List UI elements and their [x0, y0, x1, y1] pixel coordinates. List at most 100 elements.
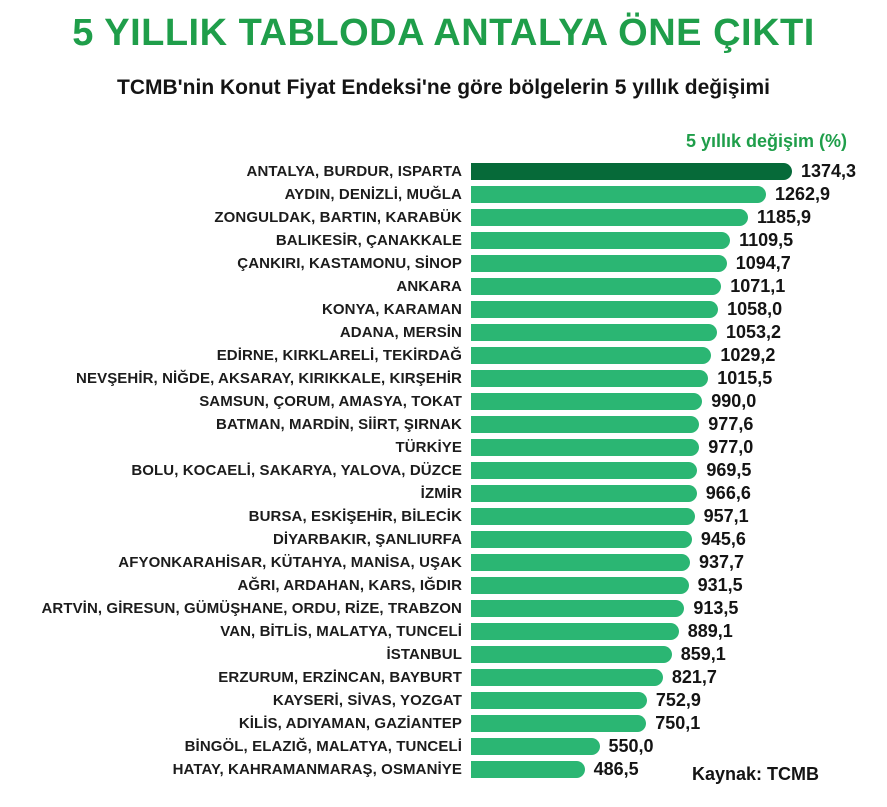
chart-row: NEVŞEHİR, NİĞDE, AKSARAY, KIRIKKALE, KIR…: [0, 367, 887, 390]
value-label: 1374,3: [801, 161, 857, 181]
category-label: TÜRKİYE: [395, 439, 462, 456]
category-label: İZMİR: [420, 485, 462, 502]
source-label: Kaynak: TCMB: [692, 764, 820, 784]
category-label: BİNGÖL, ELAZIĞ, MALATYA, TUNCELİ: [184, 738, 462, 755]
category-label: ARTVİN, GİRESUN, GÜMÜŞHANE, ORDU, RİZE, …: [41, 600, 462, 617]
category-label: KİLİS, ADIYAMAN, GAZİANTEP: [238, 715, 462, 732]
chart-row: VAN, BİTLİS, MALATYA, TUNCELİ 889,1: [0, 620, 887, 643]
chart-row: ZONGULDAK, BARTIN, KARABÜK 1185,9: [0, 206, 887, 229]
value-label: 752,9: [655, 690, 701, 710]
bar: [471, 485, 697, 502]
bar: [471, 508, 695, 525]
chart-row: İSTANBUL 859,1: [0, 643, 887, 666]
category-label: ANTALYA, BURDUR, ISPARTA: [246, 163, 462, 180]
chart: ANTALYA, BURDUR, ISPARTA 1374,3 AYDIN, DEN…: [0, 160, 887, 781]
category-label: KAYSERİ, SİVAS, YOZGAT: [272, 692, 462, 709]
chart-row: KAYSERİ, SİVAS, YOZGAT 752,9: [0, 689, 887, 712]
category-label: AĞRI, ARDAHAN, KARS, IĞDIR: [237, 577, 462, 594]
value-label: 1094,7: [735, 253, 791, 273]
bar: [471, 278, 722, 295]
value-label: 1185,9: [757, 207, 812, 227]
category-label: BURSA, ESKİŞEHİR, BİLECİK: [248, 508, 462, 525]
bar: [471, 669, 663, 686]
value-label: 977,6: [708, 414, 754, 434]
value-label: 931,5: [697, 575, 743, 595]
value-label: 1058,0: [727, 299, 783, 319]
chart-row: BOLU, KOCAELİ, SAKARYA, YALOVA, DÜZCE 969…: [0, 459, 887, 482]
bar: [471, 232, 731, 249]
bar: [471, 531, 692, 548]
chart-row: SAMSUN, ÇORUM, AMASYA, TOKAT 990,0: [0, 390, 887, 413]
bar: [471, 393, 703, 410]
bar: [471, 209, 748, 226]
bar: [471, 301, 719, 318]
category-label: SAMSUN, ÇORUM, AMASYA, TOKAT: [199, 393, 462, 410]
bar: [471, 324, 717, 341]
category-label: ERZURUM, ERZİNCAN, BAYBURT: [218, 669, 462, 686]
value-label: 990,0: [711, 391, 757, 411]
bar: [471, 163, 792, 180]
category-label: ADANA, MERSİN: [339, 324, 462, 341]
category-label: AYDIN, DENİZLİ, MUĞLA: [284, 186, 462, 203]
bar: [471, 761, 585, 778]
value-label: 1071,1: [730, 276, 786, 296]
chart-row: AĞRI, ARDAHAN, KARS, IĞDIR 931,5: [0, 574, 887, 597]
value-label: 913,5: [693, 598, 739, 618]
value-label: 1029,2: [720, 345, 776, 365]
category-label: HATAY, KAHRAMANMARAŞ, OSMANİYE: [172, 761, 462, 778]
value-label: 1109,5: [739, 230, 794, 250]
bar: [471, 462, 698, 479]
value-label: 977,0: [708, 437, 754, 457]
value-label: 1053,2: [726, 322, 782, 342]
chart-row: KİLİS, ADIYAMAN, GAZİANTEP 750,1: [0, 712, 887, 735]
bar: [471, 416, 700, 433]
category-label: KONYA, KARAMAN: [321, 301, 462, 318]
chart-row: BİNGÖL, ELAZIĞ, MALATYA, TUNCELİ 550,0: [0, 735, 887, 758]
category-label: ÇANKIRI, KASTAMONU, SİNOP: [237, 255, 462, 272]
value-label: 945,6: [700, 529, 746, 549]
bar: [471, 577, 689, 594]
value-label: 859,1: [680, 644, 726, 664]
value-axis-label: 5 yıllık değişim (%): [685, 131, 847, 151]
category-label: ZONGULDAK, BARTIN, KARABÜK: [214, 209, 462, 226]
value-label: 937,7: [699, 552, 745, 572]
bar: [471, 692, 647, 709]
value-label: 750,1: [655, 713, 701, 733]
chart-row: İZMİR 966,6: [0, 482, 887, 505]
value-label: 966,6: [705, 483, 751, 503]
value-label: 550,0: [608, 736, 654, 756]
bar: [471, 186, 766, 203]
value-label: 1015,5: [717, 368, 773, 388]
bar: [471, 554, 690, 571]
value-label: 969,5: [706, 460, 752, 480]
page-subtitle: TCMB'nin Konut Fiyat Endeksi'ne göre böl…: [117, 76, 770, 99]
bar: [471, 439, 700, 456]
chart-row: KONYA, KARAMAN 1058,0: [0, 298, 887, 321]
category-label: BALIKESİR, ÇANAKKALE: [275, 232, 462, 249]
bar: [471, 347, 712, 364]
category-label: AFYONKARAHİSAR, KÜTAHYA, MANİSA, UŞAK: [118, 554, 462, 571]
chart-row: ERZURUM, ERZİNCAN, BAYBURT 821,7: [0, 666, 887, 689]
bar: [471, 623, 679, 640]
chart-row: TÜRKİYE 977,0: [0, 436, 887, 459]
bar: [471, 370, 709, 387]
chart-row: ANKARA 1071,1: [0, 275, 887, 298]
chart-row: AFYONKARAHİSAR, KÜTAHYA, MANİSA, UŞAK 937…: [0, 551, 887, 574]
chart-row: ARTVİN, GİRESUN, GÜMÜŞHANE, ORDU, RİZE, …: [0, 597, 887, 620]
category-label: NEVŞEHİR, NİĞDE, AKSARAY, KIRIKKALE, KIR…: [76, 370, 462, 387]
value-label: 821,7: [671, 667, 717, 687]
category-label: VAN, BİTLİS, MALATYA, TUNCELİ: [220, 623, 462, 640]
value-label: 486,5: [593, 759, 639, 779]
page-title: 5 YILLIK TABLODA ANTALYA ÖNE ÇIKTI: [72, 12, 815, 54]
chart-row: BATMAN, MARDİN, SİİRT, ŞIRNAK 977,6: [0, 413, 887, 436]
value-label: 889,1: [687, 621, 733, 641]
chart-row: ÇANKIRI, KASTAMONU, SİNOP 1094,7: [0, 252, 887, 275]
chart-row: BALIKESİR, ÇANAKKALE 1109,5: [0, 229, 887, 252]
category-label: ANKARA: [396, 278, 462, 295]
category-label: BOLU, KOCAELİ, SAKARYA, YALOVA, DÜZCE: [131, 462, 462, 479]
chart-row: DİYARBAKIR, ŞANLIURFA 945,6: [0, 528, 887, 551]
bar: [471, 600, 685, 617]
bar: [471, 738, 600, 755]
chart-row: EDİRNE, KIRKLARELİ, TEKİRDAĞ 1029,2: [0, 344, 887, 367]
